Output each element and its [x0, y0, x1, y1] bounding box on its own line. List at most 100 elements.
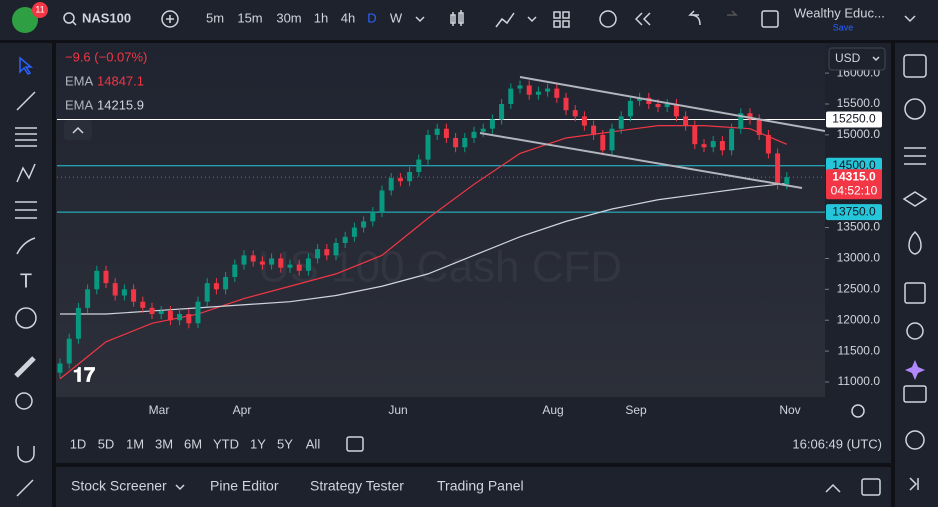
- currency-button[interactable]: [828, 47, 886, 71]
- screener-menu[interactable]: [175, 484, 185, 491]
- candle: [94, 270, 100, 290]
- currency-menu: [872, 56, 880, 62]
- ideas[interactable]: [906, 322, 924, 340]
- range-button[interactable]: 3M: [155, 436, 173, 451]
- brush-tool[interactable]: [16, 237, 36, 255]
- account-name[interactable]: Wealthy Educ...: [794, 5, 885, 20]
- chats[interactable]: [903, 385, 927, 403]
- y-tick-label: 15500.0: [837, 96, 881, 110]
- notification-badge: [32, 2, 48, 18]
- x-tick-label: Nov: [779, 403, 800, 417]
- zoom-tool[interactable]: [15, 392, 33, 410]
- indicators-menu[interactable]: [527, 16, 537, 23]
- level-label: 13750.0: [832, 204, 876, 218]
- go-to-date[interactable]: [346, 436, 364, 452]
- candle: [140, 301, 146, 308]
- panel-tab[interactable]: Pine Editor: [210, 478, 279, 494]
- maximize-panel[interactable]: [861, 478, 881, 496]
- interval[interactable]: 30m: [276, 10, 301, 25]
- interval[interactable]: 1h: [314, 10, 328, 25]
- range-button[interactable]: 5D: [98, 436, 115, 451]
- range-button[interactable]: 1M: [126, 436, 144, 451]
- streams[interactable]: [905, 430, 925, 450]
- candle: [324, 249, 330, 256]
- candle: [664, 103, 670, 108]
- magnet-tool[interactable]: [17, 446, 35, 463]
- fib-tool[interactable]: [15, 127, 37, 147]
- collapse-legend[interactable]: [64, 120, 92, 140]
- candle: [361, 221, 367, 228]
- lock-tool[interactable]: [16, 479, 34, 497]
- candle: [526, 85, 532, 95]
- panel-tab[interactable]: Strategy Tester: [310, 478, 404, 494]
- currency[interactable]: USD: [835, 51, 861, 65]
- interval-menu[interactable]: [415, 16, 425, 23]
- data-window[interactable]: [904, 147, 926, 165]
- range-button[interactable]: 6M: [184, 436, 202, 451]
- collapse-sidebar[interactable]: [909, 477, 919, 491]
- interval[interactable]: D: [367, 10, 376, 25]
- settings[interactable]: [851, 404, 865, 418]
- symbol[interactable]: NAS100: [82, 10, 131, 25]
- level-badge: [826, 111, 882, 128]
- calendar[interactable]: [904, 282, 926, 304]
- text-tool[interactable]: T: [20, 270, 32, 292]
- candle: [269, 258, 275, 265]
- channel-line[interactable]: [479, 132, 803, 189]
- cursor-tool[interactable]: [19, 56, 34, 75]
- assistant[interactable]: [905, 360, 925, 380]
- candle: [443, 128, 449, 138]
- interval[interactable]: 5m: [206, 10, 224, 25]
- search-icon: [72, 21, 77, 26]
- watchlist[interactable]: [903, 54, 927, 78]
- candle: [701, 144, 707, 148]
- account-menu[interactable]: [904, 15, 916, 23]
- undo[interactable]: [688, 10, 701, 26]
- search-icon[interactable]: [63, 12, 75, 24]
- save-label[interactable]: Save: [833, 22, 854, 32]
- candle: [581, 116, 587, 126]
- replay[interactable]: [634, 12, 651, 26]
- range-button[interactable]: 5Y: [277, 436, 293, 451]
- alerts[interactable]: [904, 98, 926, 120]
- emoji-tool[interactable]: [15, 307, 37, 329]
- range-button[interactable]: All: [306, 436, 321, 451]
- y-tick-label: 13500.0: [837, 220, 881, 234]
- alert[interactable]: [599, 10, 617, 28]
- trend-line-tool[interactable]: [16, 91, 36, 111]
- candle: [692, 125, 698, 145]
- chart-type[interactable]: [450, 10, 464, 26]
- interval[interactable]: W: [390, 10, 403, 25]
- add-symbol[interactable]: [161, 10, 179, 28]
- object-tree[interactable]: [902, 191, 928, 207]
- price-change: −9.6 (−0.07%): [65, 49, 147, 64]
- expand-panel[interactable]: [825, 483, 841, 493]
- layouts[interactable]: [553, 11, 570, 28]
- measure-tool[interactable]: [14, 356, 36, 378]
- panel-tab[interactable]: Stock Screener: [71, 478, 167, 494]
- hotlists[interactable]: [908, 230, 922, 255]
- fullscreen[interactable]: [761, 10, 779, 28]
- y-tick-label: 13000.0: [837, 251, 881, 265]
- avatar[interactable]: [12, 7, 38, 33]
- interval[interactable]: 15m: [237, 10, 262, 25]
- candle: [333, 242, 339, 256]
- interval[interactable]: 4h: [341, 10, 355, 25]
- indicators[interactable]: [495, 12, 515, 28]
- candle: [747, 113, 753, 120]
- range-button[interactable]: 1D: [70, 436, 87, 451]
- panel-tab[interactable]: Trading Panel: [437, 478, 524, 494]
- range-button[interactable]: YTD: [213, 436, 239, 451]
- range-button[interactable]: 1Y: [250, 436, 266, 451]
- level-badge: [826, 204, 882, 221]
- candle: [57, 363, 63, 373]
- countdown: 04:52:10: [831, 183, 878, 197]
- redo[interactable]: [727, 10, 738, 16]
- forecast-tool[interactable]: [15, 201, 37, 219]
- candle: [241, 255, 247, 265]
- pattern-tool[interactable]: [16, 163, 36, 183]
- candle: [296, 264, 302, 271]
- ema-line: [60, 182, 787, 315]
- channel-line[interactable]: [519, 76, 825, 132]
- candle: [719, 141, 725, 151]
